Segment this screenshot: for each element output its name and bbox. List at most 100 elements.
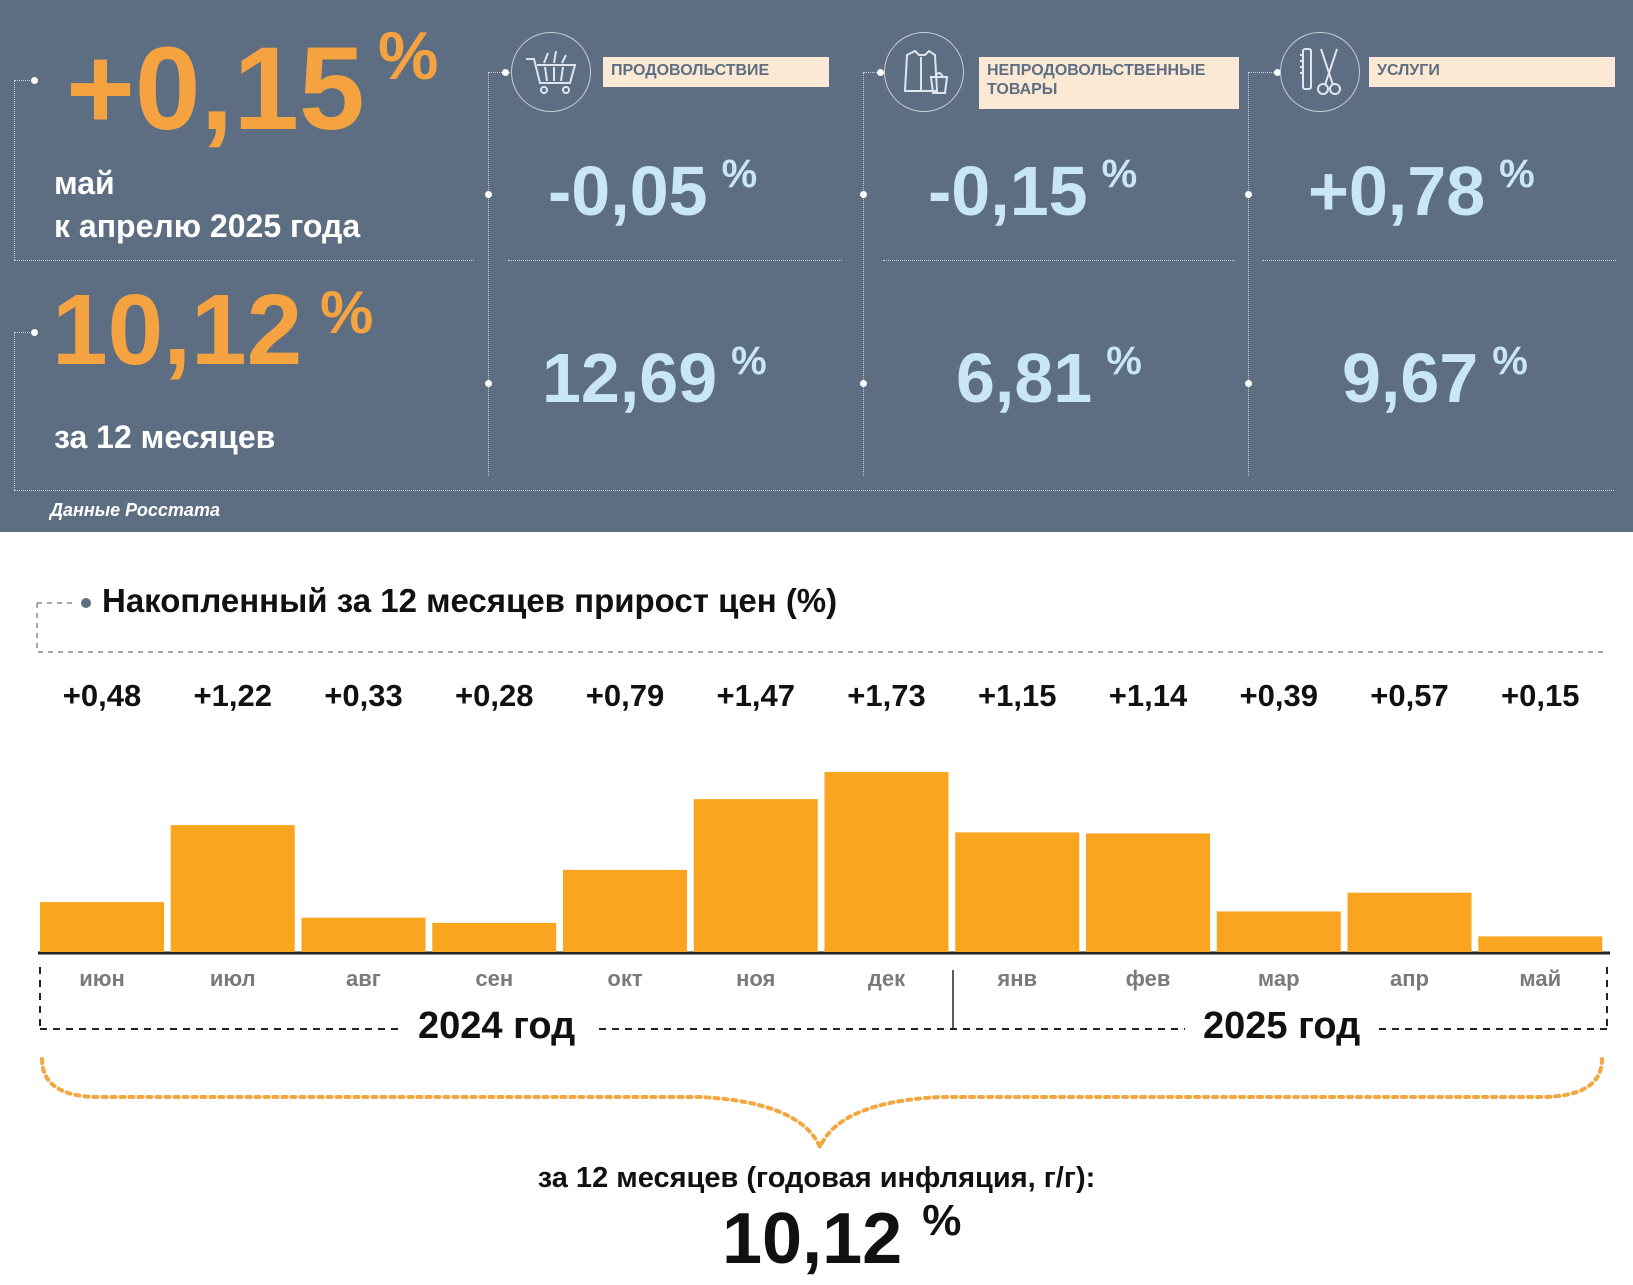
annual-inflation-unit: % xyxy=(922,1196,962,1245)
month-label: июл xyxy=(209,966,256,991)
bar-value-label: +1,22 xyxy=(193,678,272,713)
bar-value-label: +1,14 xyxy=(1108,678,1188,713)
month-label: ноя xyxy=(736,966,776,991)
month-label: янв xyxy=(997,966,1038,991)
food-annual-unit: % xyxy=(731,339,767,383)
nonfood-annual-number: 6,81 xyxy=(956,339,1093,417)
bar-апр xyxy=(1347,892,1472,952)
bar-value-label: +1,73 xyxy=(847,678,926,713)
connector-dot xyxy=(31,77,38,84)
bar-авг xyxy=(301,917,426,952)
source-note: Данные Росстата xyxy=(50,500,220,520)
divider-line xyxy=(508,260,842,261)
annual-value: 10,12 xyxy=(52,274,303,386)
bar-value-label: +0,15 xyxy=(1501,678,1580,713)
connector-dot xyxy=(485,380,492,387)
stats-panel: +0,15 % май к апрелю 2025 года 10,12 % з… xyxy=(0,0,1633,532)
annual-label: за 12 месяцев xyxy=(54,419,276,455)
connector-dot xyxy=(485,191,492,198)
monthly-unit: % xyxy=(378,18,439,94)
divider-line xyxy=(883,260,1235,261)
category-label-services: УСЛУГИ xyxy=(1369,57,1615,87)
annual-inflation-value: 10,12% xyxy=(722,1199,961,1276)
bar-value-label: +1,15 xyxy=(978,678,1057,713)
bottom-divider xyxy=(14,490,1614,491)
bar-ноя xyxy=(693,799,818,952)
scissors-comb-icon xyxy=(1280,32,1360,112)
month-label: окт xyxy=(607,966,643,991)
year-label-2025: 2025 год xyxy=(1185,1005,1379,1048)
divider-line xyxy=(1262,260,1616,261)
bar-value-label: +0,79 xyxy=(585,678,665,713)
bar-value-label: +0,28 xyxy=(455,678,534,713)
bar-июл xyxy=(170,825,295,952)
divider-line xyxy=(14,260,474,261)
category-label-nonfood: НЕПРОДОВОЛЬСТВЕННЫЕ ТОВАРЫ xyxy=(979,57,1239,109)
frame-line xyxy=(14,332,34,333)
frame-line xyxy=(14,80,15,260)
column-line xyxy=(1248,72,1249,476)
bar-мар xyxy=(1216,911,1341,952)
category-label-food: ПРОДОВОЛЬСТВИЕ xyxy=(603,57,829,87)
connector-dot xyxy=(860,380,867,387)
bar-дек xyxy=(824,772,949,952)
shopping-cart-icon xyxy=(511,32,591,112)
frame-line xyxy=(1248,72,1278,73)
column-line xyxy=(488,72,489,476)
bar-окт xyxy=(563,869,687,952)
connector-dot xyxy=(31,329,38,336)
services-annual-unit: % xyxy=(1492,339,1528,383)
frame-line xyxy=(14,332,15,490)
food-monthly-unit: % xyxy=(721,152,758,196)
frame-line xyxy=(488,72,512,73)
nonfood-monthly-number: -0,15 xyxy=(928,152,1088,230)
bar-value-label: +0,57 xyxy=(1370,678,1449,713)
food-monthly-number: -0,05 xyxy=(548,152,708,230)
month-label: июн xyxy=(79,966,125,991)
column-line xyxy=(863,72,864,476)
month-label: авг xyxy=(346,966,381,991)
connector-dot xyxy=(502,69,509,76)
connector-dot xyxy=(860,191,867,198)
bar-июн xyxy=(40,902,164,952)
bar-value-label: +0,39 xyxy=(1239,678,1318,713)
bar-value-label: +0,48 xyxy=(62,678,142,713)
connector-dot xyxy=(1245,191,1252,198)
month-label: май xyxy=(1519,966,1562,991)
nonfood-monthly-value: -0,15% xyxy=(928,154,1137,226)
bar-сен xyxy=(432,922,557,952)
bar-янв xyxy=(955,832,1080,952)
clothing-icon xyxy=(884,32,964,112)
bar-chart xyxy=(38,772,1610,955)
bar-май xyxy=(1478,936,1603,952)
nonfood-annual-value: 6,81% xyxy=(956,341,1142,413)
monthly-label-line2: к апрелю 2025 года xyxy=(54,208,361,244)
services-monthly-number: +0,78 xyxy=(1308,152,1486,230)
food-monthly-value: -0,05% xyxy=(548,154,757,226)
month-label: сен xyxy=(475,966,514,991)
year-label-2024: 2024 год xyxy=(400,1005,594,1048)
services-annual-value: 9,67% xyxy=(1342,341,1528,413)
connector-dot xyxy=(1274,69,1281,76)
nonfood-monthly-unit: % xyxy=(1101,152,1138,196)
nonfood-annual-unit: % xyxy=(1106,339,1142,383)
month-label: апр xyxy=(1390,966,1429,991)
bar-value-label: +0,33 xyxy=(324,678,403,713)
monthly-value: +0,15 xyxy=(66,23,365,155)
frame-line xyxy=(863,72,883,73)
annual-inflation-number: 10,12 xyxy=(722,1199,903,1279)
frame-line xyxy=(14,80,34,81)
chart-title: Накопленный за 12 месяцев прирост цен (%… xyxy=(102,582,838,619)
annual-unit: % xyxy=(320,279,374,346)
bar-value-label: +1,47 xyxy=(716,678,795,713)
connector-dot xyxy=(1245,380,1252,387)
connector-dot xyxy=(877,69,884,76)
services-monthly-value: +0,78% xyxy=(1308,154,1535,226)
food-annual-value: 12,69% xyxy=(542,341,767,413)
monthly-label-line1: май xyxy=(54,165,115,201)
services-annual-number: 9,67 xyxy=(1342,339,1479,417)
services-monthly-unit: % xyxy=(1499,152,1535,196)
month-label: мар xyxy=(1257,966,1300,991)
bar-фев xyxy=(1086,833,1210,952)
month-label: фев xyxy=(1125,966,1171,991)
